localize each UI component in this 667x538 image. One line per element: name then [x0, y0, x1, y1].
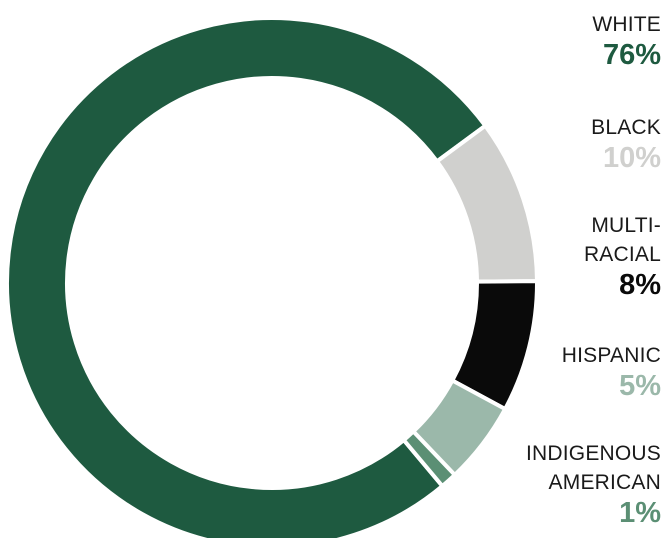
donut-slice-indigenous-american	[400, 428, 458, 489]
legend-item-indigenous-american: INDIGENOUS AMERICAN 1%	[526, 439, 661, 530]
legend-value-multiracial: 8%	[619, 269, 661, 301]
legend-label-black: BLACK	[591, 116, 661, 139]
legend-value-black: 10%	[602, 142, 661, 174]
legend-label-indigenous-line2: AMERICAN	[548, 471, 661, 494]
legend-item-black: BLACK 10%	[591, 113, 661, 175]
legend-value-hispanic: 5%	[619, 370, 661, 402]
donut-slice-black	[434, 122, 540, 284]
legend-item-white: WHITE 76%	[592, 10, 661, 72]
legend-label-white: WHITE	[592, 13, 661, 36]
legend-label-multiracial-line1: MULTI-	[591, 214, 661, 237]
legend-item-multiracial: MULTI- RACIAL 8%	[584, 211, 661, 302]
legend-value-indigenous-american: 1%	[619, 497, 661, 529]
legend-label-indigenous-line1: INDIGENOUS	[525, 442, 661, 465]
legend-label-hispanic: HISPANIC	[561, 344, 661, 367]
legend-value-white: 76%	[602, 39, 661, 71]
legend-item-hispanic: HISPANIC 5%	[562, 341, 661, 403]
legend-label-multiracial-line2: RACIAL	[583, 243, 661, 266]
donut-slice-white	[5, 16, 489, 538]
